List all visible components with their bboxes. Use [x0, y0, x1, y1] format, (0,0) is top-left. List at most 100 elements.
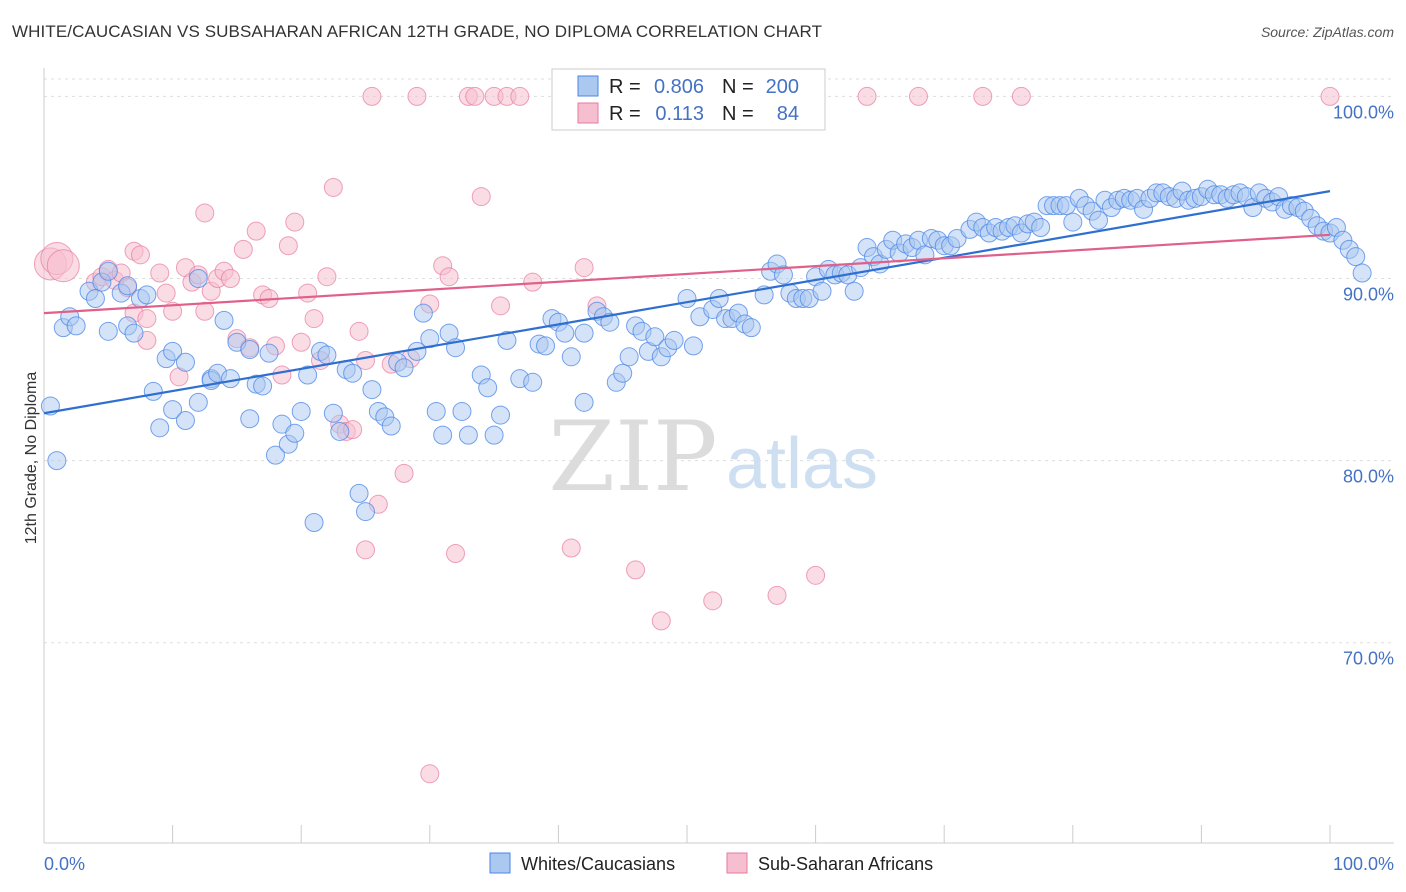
point-subsaharan-30	[246, 221, 266, 241]
point-white-155	[1089, 210, 1109, 230]
point-white-94	[677, 289, 697, 309]
point-white-65	[458, 425, 478, 445]
point-white-72	[523, 372, 543, 392]
point-subsaharan-52	[394, 463, 414, 483]
point-white-79	[574, 323, 594, 343]
point-subsaharan-12	[137, 309, 157, 329]
point-subsaharan-37	[291, 332, 311, 352]
grid-lines	[43, 68, 1394, 843]
point-white-68	[484, 425, 504, 445]
legend-r-label-1: R =	[609, 103, 641, 125]
point-white-45	[323, 403, 343, 423]
point-white-34	[253, 376, 273, 396]
point-subsaharan-15	[156, 283, 176, 303]
point-white-85	[613, 363, 633, 383]
point-white-41	[298, 365, 318, 385]
point-white-103	[741, 318, 761, 338]
point-subsaharan-14	[150, 263, 170, 283]
point-subsaharan-36	[285, 212, 305, 232]
trend-lines	[43, 190, 1331, 415]
point-white-78	[561, 347, 581, 367]
y-tick-label-70: 70.0%	[1343, 649, 1394, 669]
point-white-35	[259, 343, 279, 363]
point-subsaharan-54	[407, 86, 427, 106]
point-white-24	[188, 392, 208, 412]
point-subsaharan-59	[446, 543, 466, 563]
point-white-70	[497, 330, 517, 350]
point-white-61	[433, 425, 453, 445]
point-white-37	[272, 414, 292, 434]
point-subsaharan-42	[323, 177, 343, 197]
point-subsaharan-68	[561, 538, 581, 558]
point-white-21	[175, 352, 195, 372]
point-white-8	[98, 261, 118, 281]
point-white-74	[536, 336, 556, 356]
point-subsaharan-84	[1011, 86, 1031, 106]
point-white-1	[47, 451, 67, 471]
y-axis-tick-labels: 70.0% 80.0% 90.0% 100.0%	[1333, 102, 1394, 668]
point-white-196	[1352, 263, 1372, 283]
point-subsaharan-85	[1320, 86, 1340, 106]
legend-n-value-0: 200	[766, 76, 799, 98]
point-white-64	[452, 401, 472, 421]
point-white-13	[124, 323, 144, 343]
y-tick-label-100: 100.0%	[1333, 102, 1394, 122]
point-white-86	[619, 347, 639, 367]
point-subsaharan-61	[465, 86, 485, 106]
point-white-93	[664, 330, 684, 350]
y-tick-label-80: 80.0%	[1343, 467, 1394, 487]
point-white-69	[491, 405, 511, 425]
point-subsaharan-83	[973, 86, 993, 106]
legend-swatch-subsaharan	[577, 102, 599, 124]
point-subsaharan-79	[767, 585, 787, 605]
watermark-atlas: atlas	[726, 424, 878, 504]
legend-n-value-1: 84	[777, 103, 799, 125]
x-tick-label-0: 0.0%	[44, 854, 85, 874]
point-white-20	[163, 400, 183, 420]
point-white-11	[118, 276, 138, 296]
point-subsaharan-21	[195, 301, 215, 321]
point-white-22	[175, 411, 195, 431]
point-subsaharan-82	[908, 86, 928, 106]
point-white-36	[265, 445, 285, 465]
point-subsaharan-46	[349, 321, 369, 341]
point-white-49	[349, 483, 369, 503]
bottom-legend-label-subsaharan: Sub-Saharan Africans	[758, 854, 933, 874]
legend-r-value-0: 0.806	[654, 76, 704, 98]
point-white-17	[150, 418, 170, 438]
legend-r-value-1: 0.113	[655, 103, 704, 125]
point-white-44	[317, 345, 337, 365]
point-white-28	[214, 310, 234, 330]
point-subsaharan-66	[510, 86, 530, 106]
point-white-4	[66, 316, 86, 336]
point-subsaharan-58	[439, 267, 459, 287]
point-subsaharan-48	[356, 540, 375, 560]
point-subsaharan-28	[233, 239, 253, 259]
point-subsaharan-2	[46, 249, 80, 283]
point-white-54	[381, 416, 401, 436]
point-subsaharan-56	[420, 764, 440, 784]
point-white-118	[844, 281, 864, 301]
point-subsaharan-38	[298, 283, 318, 303]
point-white-19	[163, 341, 183, 361]
point-white-23	[188, 269, 208, 289]
point-subsaharan-49	[362, 86, 382, 106]
point-white-48	[343, 363, 363, 383]
legend-n-label-1: N =	[722, 103, 754, 125]
y-tick-label-90: 90.0%	[1343, 285, 1394, 305]
legend-r-label-0: R =	[609, 76, 641, 98]
point-subsaharan-22	[195, 203, 215, 223]
point-white-195	[1346, 247, 1366, 267]
point-white-83	[600, 312, 620, 332]
point-subsaharan-34	[272, 365, 292, 385]
point-white-95	[683, 336, 703, 356]
series-white-points	[40, 179, 1372, 533]
x-tick-label-100: 100.0%	[1333, 854, 1394, 874]
watermark-zip: ZIP	[548, 401, 717, 513]
point-subsaharan-39	[304, 309, 324, 329]
point-white-50	[356, 502, 375, 522]
point-white-31	[240, 409, 260, 429]
point-white-134	[947, 228, 967, 248]
point-subsaharan-16	[163, 301, 183, 321]
point-white-15	[137, 285, 157, 305]
